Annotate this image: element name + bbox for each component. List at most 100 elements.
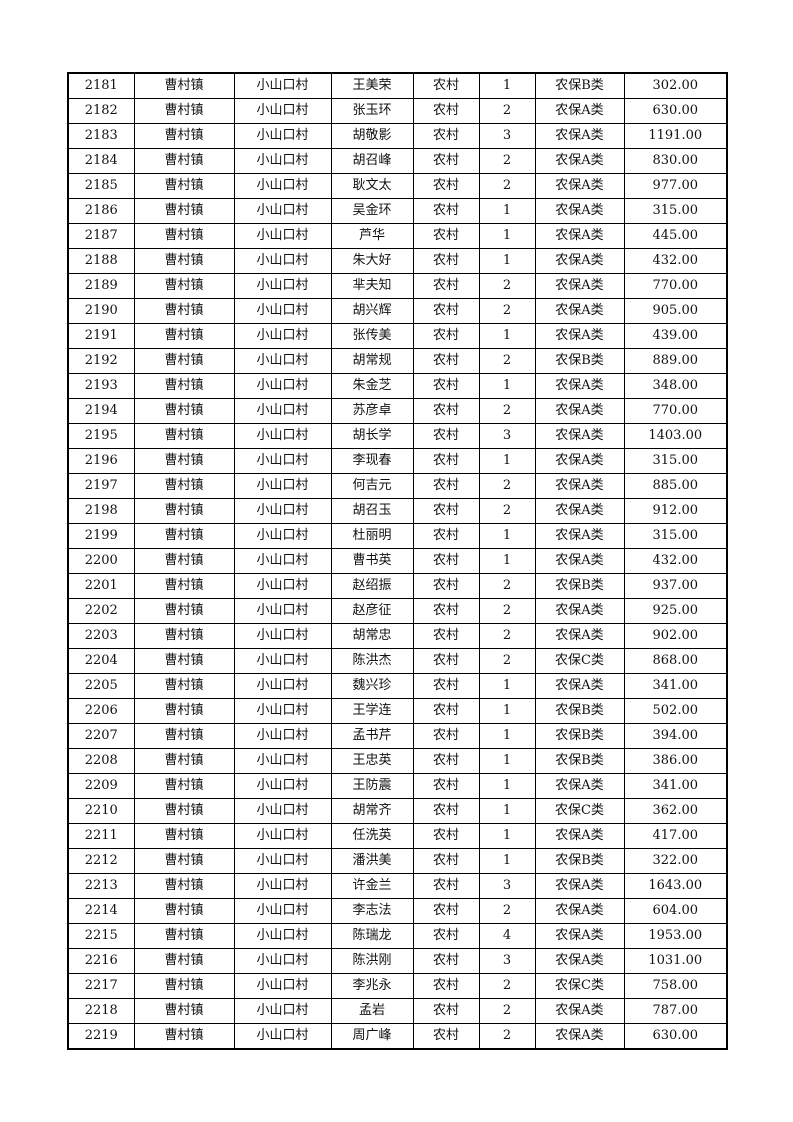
village-cell: 小山口村 <box>233 998 332 1024</box>
insurance-category-cell: 农保A类 <box>534 473 625 499</box>
row-number-cell: 2217 <box>67 973 135 999</box>
household-size-cell: 2 <box>478 348 536 374</box>
table-row: 2215 曹村镇 小山口村 陈瑞龙 农村 4 农保A类 1953.00 <box>67 923 728 949</box>
town-cell: 曹村镇 <box>133 448 235 474</box>
row-number-cell: 2218 <box>67 998 135 1024</box>
town-cell: 曹村镇 <box>133 123 235 149</box>
insurance-category-cell: 农保A类 <box>534 773 625 799</box>
insurance-category-cell: 农保B类 <box>534 848 625 874</box>
insurance-category-cell: 农保A类 <box>534 323 625 349</box>
village-cell: 小山口村 <box>233 773 332 799</box>
town-cell: 曹村镇 <box>133 198 235 224</box>
household-type-cell: 农村 <box>412 148 480 174</box>
household-size-cell: 2 <box>478 298 536 324</box>
amount-cell: 905.00 <box>623 298 728 324</box>
insurance-category-cell: 农保A类 <box>534 448 625 474</box>
insurance-category-cell: 农保B类 <box>534 72 625 99</box>
table-row: 2181 曹村镇 小山口村 王美荣 农村 1 农保B类 302.00 <box>67 72 728 99</box>
household-size-cell: 2 <box>478 148 536 174</box>
row-number-cell: 2197 <box>67 473 135 499</box>
town-cell: 曹村镇 <box>133 823 235 849</box>
village-cell: 小山口村 <box>233 72 332 99</box>
amount-cell: 1403.00 <box>623 423 728 449</box>
row-number-cell: 2207 <box>67 723 135 749</box>
person-name-cell: 胡常齐 <box>330 798 414 824</box>
village-cell: 小山口村 <box>233 923 332 949</box>
household-type-cell: 农村 <box>412 823 480 849</box>
household-type-cell: 农村 <box>412 473 480 499</box>
village-cell: 小山口村 <box>233 1023 332 1050</box>
insurance-category-cell: 农保A类 <box>534 498 625 524</box>
insurance-category-cell: 农保C类 <box>534 648 625 674</box>
person-name-cell: 胡兴辉 <box>330 298 414 324</box>
table-body: 2181 曹村镇 小山口村 王美荣 农村 1 农保B类 302.00 2182 曹村镇 小山口村 张玉… <box>67 72 728 1050</box>
household-type-cell: 农村 <box>412 623 480 649</box>
row-number-cell: 2182 <box>67 98 135 124</box>
town-cell: 曹村镇 <box>133 373 235 399</box>
amount-cell: 432.00 <box>623 248 728 274</box>
amount-cell: 386.00 <box>623 748 728 774</box>
row-number-cell: 2212 <box>67 848 135 874</box>
village-cell: 小山口村 <box>233 398 332 424</box>
town-cell: 曹村镇 <box>133 173 235 199</box>
row-number-cell: 2195 <box>67 423 135 449</box>
village-cell: 小山口村 <box>233 648 332 674</box>
village-cell: 小山口村 <box>233 473 332 499</box>
row-number-cell: 2211 <box>67 823 135 849</box>
household-type-cell: 农村 <box>412 723 480 749</box>
household-size-cell: 1 <box>478 698 536 724</box>
town-cell: 曹村镇 <box>133 348 235 374</box>
town-cell: 曹村镇 <box>133 498 235 524</box>
person-name-cell: 李现春 <box>330 448 414 474</box>
town-cell: 曹村镇 <box>133 748 235 774</box>
amount-cell: 322.00 <box>623 848 728 874</box>
village-cell: 小山口村 <box>233 723 332 749</box>
table-row: 2193 曹村镇 小山口村 朱金芝 农村 1 农保A类 348.00 <box>67 373 728 399</box>
amount-cell: 1953.00 <box>623 923 728 949</box>
table-row: 2203 曹村镇 小山口村 胡常忠 农村 2 农保A类 902.00 <box>67 623 728 649</box>
table-row: 2187 曹村镇 小山口村 芦华 农村 1 农保A类 445.00 <box>67 223 728 249</box>
insurance-category-cell: 农保A类 <box>534 673 625 699</box>
table-row: 2192 曹村镇 小山口村 胡常规 农村 2 农保B类 889.00 <box>67 348 728 374</box>
household-size-cell: 2 <box>478 273 536 299</box>
household-size-cell: 2 <box>478 898 536 924</box>
person-name-cell: 许金兰 <box>330 873 414 899</box>
insurance-category-cell: 农保A类 <box>534 1023 625 1050</box>
person-name-cell: 耿文太 <box>330 173 414 199</box>
row-number-cell: 2214 <box>67 898 135 924</box>
household-type-cell: 农村 <box>412 898 480 924</box>
table-row: 2214 曹村镇 小山口村 李志法 农村 2 农保A类 604.00 <box>67 898 728 924</box>
person-name-cell: 孟书芹 <box>330 723 414 749</box>
person-name-cell: 胡敬影 <box>330 123 414 149</box>
amount-cell: 830.00 <box>623 148 728 174</box>
village-cell: 小山口村 <box>233 673 332 699</box>
insurance-category-cell: 农保A类 <box>534 598 625 624</box>
insurance-category-cell: 农保A类 <box>534 148 625 174</box>
row-number-cell: 2206 <box>67 698 135 724</box>
row-number-cell: 2213 <box>67 873 135 899</box>
row-number-cell: 2204 <box>67 648 135 674</box>
amount-cell: 315.00 <box>623 198 728 224</box>
household-size-cell: 1 <box>478 798 536 824</box>
amount-cell: 787.00 <box>623 998 728 1024</box>
insurance-category-cell: 农保A类 <box>534 548 625 574</box>
row-number-cell: 2203 <box>67 623 135 649</box>
row-number-cell: 2209 <box>67 773 135 799</box>
table-row: 2189 曹村镇 小山口村 芈夫知 农村 2 农保A类 770.00 <box>67 273 728 299</box>
household-size-cell: 3 <box>478 423 536 449</box>
insurance-category-cell: 农保A类 <box>534 423 625 449</box>
table-row: 2191 曹村镇 小山口村 张传美 农村 1 农保A类 439.00 <box>67 323 728 349</box>
household-type-cell: 农村 <box>412 523 480 549</box>
table-row: 2212 曹村镇 小山口村 潘洪美 农村 1 农保B类 322.00 <box>67 848 728 874</box>
village-cell: 小山口村 <box>233 198 332 224</box>
town-cell: 曹村镇 <box>133 998 235 1024</box>
town-cell: 曹村镇 <box>133 473 235 499</box>
row-number-cell: 2200 <box>67 548 135 574</box>
town-cell: 曹村镇 <box>133 223 235 249</box>
table-row: 2207 曹村镇 小山口村 孟书芹 农村 1 农保B类 394.00 <box>67 723 728 749</box>
village-cell: 小山口村 <box>233 573 332 599</box>
village-cell: 小山口村 <box>233 323 332 349</box>
person-name-cell: 王学连 <box>330 698 414 724</box>
village-cell: 小山口村 <box>233 598 332 624</box>
person-name-cell: 李兆永 <box>330 973 414 999</box>
